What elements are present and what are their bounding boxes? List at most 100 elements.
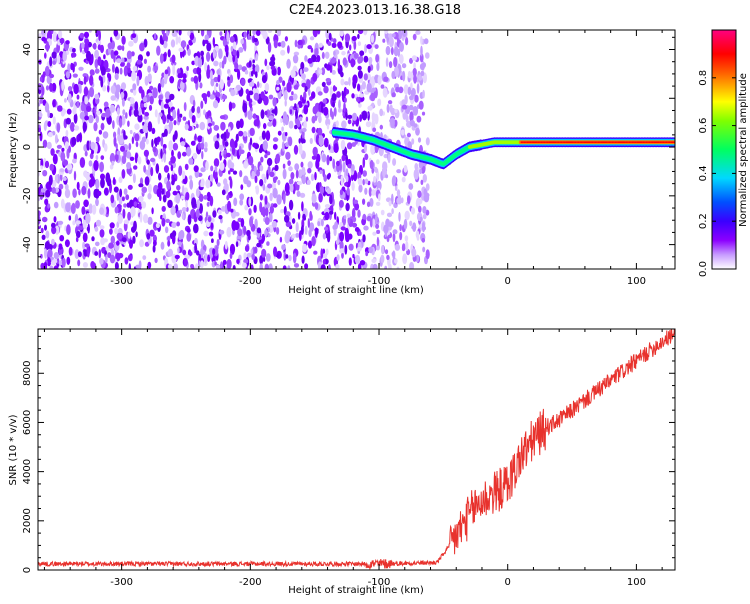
heatmap-cell [346,187,350,196]
heatmap-cell [249,127,255,137]
heatmap-cell [372,263,378,269]
heatmap-cell [204,141,208,149]
heatmap-cell [375,213,378,225]
heatmap-cell [279,236,283,243]
heatmap-cell [260,109,265,120]
heatmap-cell [62,50,67,62]
heatmap-cell [144,176,150,186]
heatmap-cell [312,30,318,38]
heatmap-cell [248,60,252,68]
heatmap-cell [46,141,52,149]
heatmap-cell [255,30,261,36]
heatmap-cell [309,210,313,221]
heatmap-cell [84,115,89,121]
heatmap-cell [83,31,90,39]
heatmap-cell [176,68,181,75]
heatmap-cell [61,147,65,152]
heatmap-cell [399,224,402,232]
heatmap-cell [132,235,136,244]
heatmap-cell [288,136,293,147]
heatmap-cell [420,45,423,57]
heatmap-cell [410,207,416,215]
heatmap-cell [339,231,345,242]
heatmap-cell [410,71,414,81]
heatmap-cell [351,208,356,219]
heatmap-cell [168,101,173,108]
heatmap-cell [235,133,239,142]
heatmap-cell [237,64,243,71]
heatmap-cell [207,254,211,262]
heatmap-cell [525,141,527,143]
y-tick-label: 0 [22,567,33,573]
heatmap-cell [341,154,346,162]
heatmap-cell [114,152,119,162]
heatmap-cell [294,163,300,171]
heatmap-cell [188,175,193,181]
heatmap-cell [274,164,279,172]
heatmap-cell [49,243,53,251]
heatmap-cell [600,141,603,143]
heatmap-cell [252,113,257,119]
heatmap-cell [359,50,365,56]
heatmap-cell [647,141,649,143]
heatmap-cell [364,43,368,54]
heatmap-cell [215,264,221,269]
heatmap-cell [244,69,249,75]
heatmap-cell [386,236,390,243]
heatmap-cell [82,121,88,133]
heatmap-cell [112,63,115,73]
heatmap-cell [117,134,120,142]
heatmap-cell [283,90,288,101]
heatmap-cell [396,266,400,269]
heatmap-cell [66,163,73,171]
heatmap-cell [182,116,187,121]
heatmap-cell [48,174,53,186]
chart-title: C2E4.2023.013.16.38.G18 [289,3,461,18]
heatmap-cell [47,109,50,118]
heatmap-cell [357,41,362,47]
heatmap-cell [89,86,95,98]
heatmap-cell [421,222,426,233]
heatmap-cell [240,218,245,228]
heatmap-cell [166,30,169,37]
heatmap-cell [320,218,324,227]
heatmap-cell [425,183,430,191]
heatmap-cell [283,193,286,205]
heatmap-cell [565,141,567,143]
heatmap-cell [288,178,294,185]
heatmap-cell [193,75,199,84]
heatmap-cell [206,90,211,98]
heatmap-cell [650,141,652,143]
heatmap-cell [56,257,60,265]
heatmap-cell [256,227,262,234]
heatmap-cell [329,86,333,98]
heatmap-cell [182,249,187,256]
heatmap-cell [317,30,321,35]
heatmap-cell [259,255,264,265]
heatmap-cell [293,144,299,155]
heatmap-cell [53,216,57,223]
heatmap-cell [357,70,363,79]
heatmap-cell [127,66,131,74]
heatmap-cell [522,141,524,143]
heatmap-cell [286,59,291,68]
heatmap-cell [186,228,191,233]
heatmap-cell [210,78,215,87]
heatmap-cell [264,217,270,225]
heatmap-cell [585,141,587,143]
heatmap-cell [370,34,375,43]
heatmap-cell [539,141,541,143]
heatmap-cell [42,139,48,148]
heatmap-cell [280,209,285,214]
heatmap-cell [260,91,265,99]
heatmap-cell [161,78,165,88]
heatmap-cell [347,114,353,119]
heatmap-cell [391,208,394,215]
heatmap-cell [114,73,119,80]
heatmap-cell [314,171,317,181]
heatmap-cell [631,141,634,143]
heatmap-cell [282,80,286,87]
heatmap-cell [261,30,267,38]
heatmap-cell [417,74,423,81]
heatmap-cell [303,67,309,72]
